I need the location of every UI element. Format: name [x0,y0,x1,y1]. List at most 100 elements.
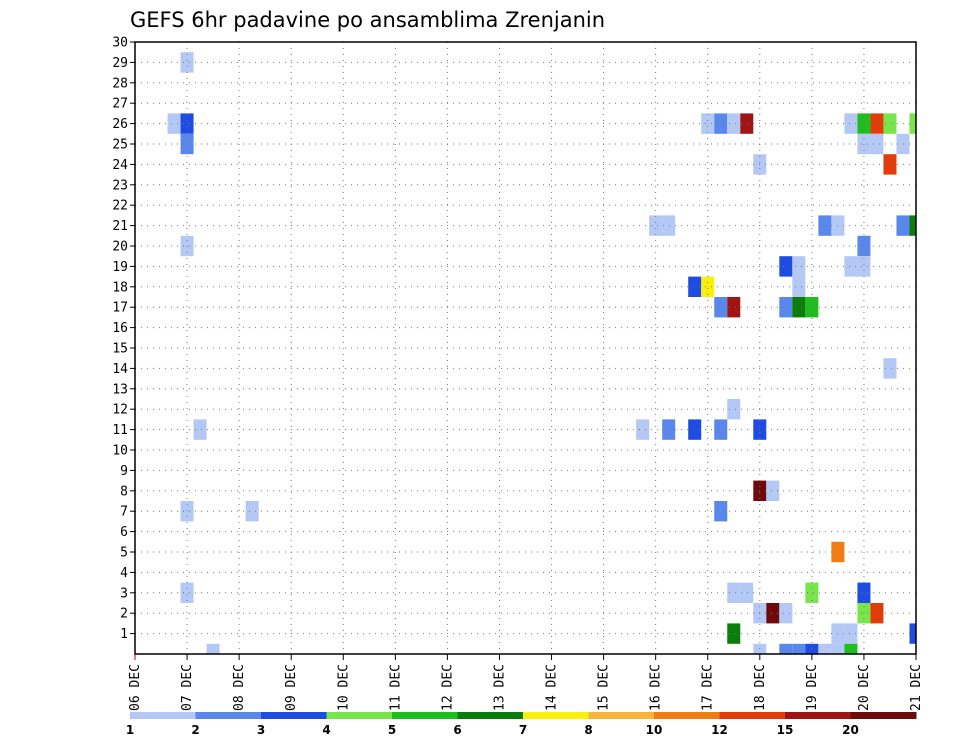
x-axis-ticks: 06 DEC 07 DEC 08 DEC 09 DEC 10 DEC 11 DEC 12 D… [128,654,924,711]
y-tick-label: 8 [120,484,128,499]
heatmap-cell [714,297,728,318]
colorbar-segment [654,712,720,719]
heatmap-cell [701,276,715,297]
x-tick-label: 16 DEC [649,664,664,711]
heatmap-cell [180,113,194,134]
y-tick-label: 25 [112,138,128,153]
heatmap-cell [909,215,916,236]
y-tick-label: 7 [120,505,128,520]
x-tick-label: 09 DEC [284,664,299,711]
y-tick-label: 26 [112,117,128,132]
heatmap-cell [857,256,871,277]
heatmap-cell [636,419,650,440]
colorbar-label: 4 [322,723,330,737]
x-tick-label: 07 DEC [180,664,195,711]
heatmap-cell [662,419,676,440]
y-tick-label: 6 [120,525,128,540]
x-tick-label: 11 DEC [388,664,403,711]
heatmap-cell [662,215,676,236]
heatmap-cell [792,297,806,318]
heatmap-cell [206,643,220,654]
colorbar-segment [457,712,524,719]
y-tick-label: 22 [112,199,128,214]
heatmap-cell [909,623,916,644]
heatmap-cell [883,358,897,379]
colorbar-segment [130,712,196,719]
heatmap-cell [818,643,832,654]
heatmap-cell [727,113,741,134]
heatmap-cell [883,154,897,175]
y-tick-label: 19 [112,260,128,275]
heatmap-cell [779,256,793,277]
heatmap-cell [779,603,793,624]
heatmap-cell [792,256,806,277]
x-tick-label: 15 DEC [597,664,612,711]
colorbar-label: 12 [711,723,728,737]
heatmap-cell [180,501,194,522]
heatmap-cell [844,256,858,277]
colorbar-segment [588,712,655,719]
colorbar-label: 6 [453,723,461,737]
heatmap-cell [870,133,884,155]
heatmap-cell [193,419,207,440]
colorbar-label: 1 [126,723,134,737]
x-tick-label: 20 DEC [857,664,872,711]
y-tick-label: 9 [120,464,128,479]
heatmap-cell [766,480,780,501]
heatmap-cell [701,113,715,134]
colorbar: 1 2 3 4 5 6 7 8 10 12 15 20 [126,712,917,737]
y-tick-label: 10 [112,444,128,459]
colorbar-segment [523,712,589,719]
heatmap-cell [740,113,754,134]
heatmap-cell [896,215,910,236]
heatmap-cell [805,582,819,603]
heatmap-cell [896,133,910,155]
x-tick-label: 10 DEC [336,664,351,711]
heatmap-cell [714,501,728,522]
colorbar-segment [785,712,851,719]
y-tick-label: 23 [112,178,128,193]
colorbar-segment [392,712,458,719]
y-tick-label: 5 [120,546,128,561]
y-tick-label: 15 [112,342,128,357]
heatmap-cell [844,623,858,644]
colorbar-segment [195,712,262,719]
heatmap-cell [870,603,884,624]
heatmap-cell [727,582,741,603]
y-tick-label: 1 [120,627,128,642]
heatmap-cell [727,297,741,318]
heatmap-cell [792,643,806,654]
x-tick-label: 19 DEC [805,664,820,711]
y-tick-label: 28 [112,76,128,91]
heatmap-cell [649,215,663,236]
y-tick-label: 17 [112,301,128,316]
x-tick-label: 08 DEC [232,664,247,711]
y-tick-label: 21 [112,219,128,234]
heatmap-cell [818,215,832,236]
y-tick-label: 16 [112,321,128,336]
y-tick-label: 30 [112,36,128,51]
colorbar-segment [850,712,917,719]
heatmap-cell [857,582,871,603]
colorbar-label: 20 [842,723,859,737]
heatmap-cell [245,501,259,522]
heatmap-cell [779,643,793,654]
heatmap-cell [727,623,741,644]
y-tick-label: 14 [112,362,128,377]
x-tick-label: 06 DEC [128,664,143,711]
x-tick-label: 12 DEC [440,664,455,711]
colorbar-segment [326,712,393,719]
heatmap-cell [883,113,897,134]
y-tick-label: 12 [112,403,128,418]
heatmap-cell [727,399,741,420]
chart-title: GEFS 6hr padavine po ansamblima Zrenjani… [130,8,605,32]
x-tick-label: 13 DEC [492,664,507,711]
heatmap-cells [167,52,916,654]
heatmap-cell [831,643,845,654]
heatmap-cell [805,297,819,318]
y-tick-label: 11 [112,423,128,438]
y-tick-label: 24 [112,158,128,173]
colorbar-segment [719,712,786,719]
colorbar-label: 7 [519,723,527,737]
